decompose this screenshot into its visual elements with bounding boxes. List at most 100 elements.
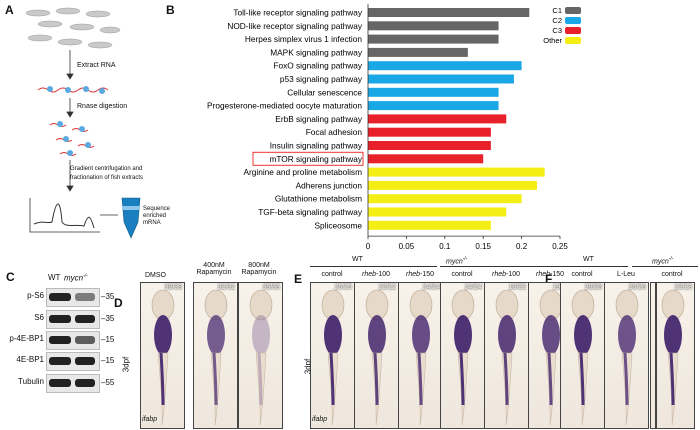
group-mycn-f: mycn-/- — [652, 256, 674, 266]
embryo-count: 23/23 — [674, 284, 692, 291]
x-tick-label: 0.25 — [552, 242, 568, 251]
kegg-bar-chart: Toll-like receptor signaling pathway NOD-… — [207, 4, 581, 251]
stage-label-d: 3dpf — [121, 356, 131, 373]
embryo-column-label: rheb-100 — [491, 271, 521, 278]
x-tick-label: 0.2 — [516, 242, 528, 251]
blot-band — [75, 379, 95, 387]
legend-swatch — [565, 17, 581, 24]
embryo-column-label: control — [571, 271, 593, 278]
legend-swatch — [565, 27, 581, 34]
category-label: Arginine and proline metabolism — [243, 167, 362, 177]
step-gradient-2: fractionation of fish extracts — [70, 175, 144, 181]
embryo-image: 38/38 — [140, 282, 185, 429]
bar — [368, 47, 468, 57]
category-label: FoxO signaling pathway — [273, 61, 362, 71]
blot-band — [49, 315, 71, 323]
blot-strip — [46, 288, 100, 307]
legend-label: C3 — [552, 26, 562, 35]
x-tick-label: 0.1 — [439, 242, 451, 251]
x-tick-label: 0 — [366, 242, 371, 251]
embryo-image: 24/24 — [398, 282, 443, 429]
blot-row-label: p-S6 — [27, 291, 44, 300]
embryo-count: 18/22 — [508, 284, 526, 291]
bar — [368, 167, 545, 177]
bar — [368, 194, 522, 204]
group-line-mycn-e — [440, 266, 573, 267]
legend-label: Other — [543, 36, 562, 45]
col-400nm: 400nM Rapamycin — [196, 262, 232, 276]
bar — [368, 154, 484, 164]
embryo-count: 38/38 — [164, 284, 182, 291]
bar — [368, 220, 491, 230]
embryo-image: 28/28 — [560, 282, 605, 429]
gene-label: ifabp — [312, 416, 328, 423]
embryo-column-label: control — [321, 271, 343, 278]
embryo-count: 24/24 — [422, 284, 440, 291]
blot-row-label: Tubulin — [18, 377, 44, 386]
blot-band — [75, 357, 95, 365]
blot-band — [49, 379, 71, 387]
blot-band — [49, 357, 71, 365]
bar — [368, 141, 491, 150]
panel-label-e: E — [294, 272, 303, 286]
blot-strip — [46, 352, 100, 371]
workflow-diagram — [25, 7, 141, 239]
embryo-count: 32/32 — [217, 284, 235, 291]
highlight-box — [252, 151, 364, 166]
group-wt-e: WT — [352, 256, 363, 263]
bar — [368, 87, 499, 97]
group-line-mycn-f — [632, 266, 698, 267]
group-line-wt-f — [562, 266, 628, 267]
embryo-column-label: rheb-150 — [535, 271, 565, 278]
gene-label: ifabp — [142, 416, 158, 423]
embryo-column-label: L-Leu — [617, 271, 635, 278]
group-wt-f: WT — [583, 256, 594, 263]
embryo-count: 22/22 — [378, 284, 396, 291]
embryo-image: 35/35 — [238, 282, 283, 429]
embryo-image: 18/22 — [484, 282, 529, 429]
blot-row-label: S6 — [34, 313, 44, 322]
category-label: mTOR signaling pathway — [269, 154, 362, 164]
legend-swatch — [565, 7, 581, 14]
category-label: Cellular senescence — [287, 87, 362, 97]
bar — [368, 127, 491, 137]
category-label: Adherens junction — [296, 180, 363, 190]
step-sequence-1: Sequence — [143, 206, 171, 212]
blot-strip — [46, 310, 100, 329]
blot-mw-label: –35 — [101, 292, 115, 301]
col-dmso: DMSO — [145, 272, 166, 279]
x-tick-label: 0.05 — [399, 242, 415, 251]
blot-mw-label: –15 — [101, 356, 115, 365]
blot-wt-label: WT — [48, 273, 61, 282]
category-label: p53 signaling pathway — [280, 74, 363, 84]
embryo-image: 23/23 — [650, 282, 695, 429]
category-label: Progesterone-mediated oocyte maturation — [207, 101, 362, 111]
embryo-image: 22/22 — [354, 282, 399, 429]
embryo-count: 28/28 — [584, 284, 602, 291]
embryo-image: 26/26 — [604, 282, 649, 429]
blot-band — [49, 336, 71, 344]
legend-label: C1 — [552, 6, 562, 15]
category-label: Glutathione metabolism — [275, 194, 362, 204]
category-label: Insulin signaling pathway — [270, 141, 363, 151]
embryo-image: 25/25 — [310, 282, 355, 429]
panel-label-a: A — [5, 3, 14, 17]
bar — [368, 114, 507, 124]
blot-mw-label: –35 — [101, 314, 115, 323]
legend-swatch — [565, 37, 581, 44]
category-label: Herpes simplex virus 1 infection — [245, 34, 363, 44]
category-label: ErbB signaling pathway — [275, 114, 363, 124]
blot-strip — [46, 374, 100, 393]
bar — [368, 34, 499, 44]
blot-band — [75, 315, 95, 323]
group-mycn-e: mycn-/- — [446, 256, 468, 266]
bar — [368, 74, 514, 84]
embryo-count: 25/25 — [334, 284, 352, 291]
blot-row-label: 4E-BP1 — [16, 355, 44, 364]
panel-label-b: B — [166, 3, 175, 17]
panel-label-c: C — [6, 270, 15, 284]
bar — [368, 207, 507, 217]
category-label: Focal adhesion — [306, 127, 363, 137]
blot-row-label: p-4E-BP1 — [9, 334, 44, 343]
